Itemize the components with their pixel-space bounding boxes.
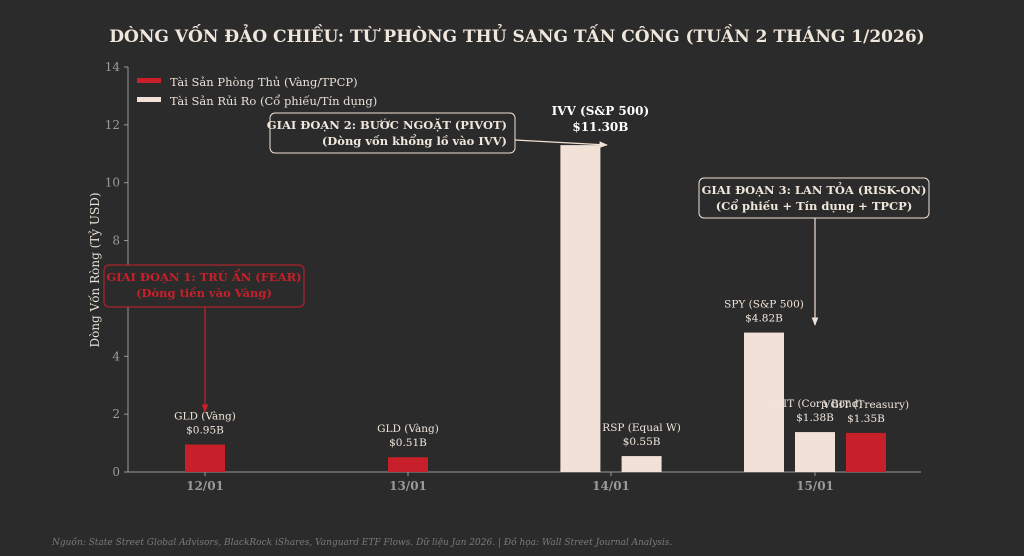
y-tick-label: 4 <box>112 349 120 363</box>
axes: 0 2 4 8 10 12 14 12/01 13/01 14/01 15/01 <box>105 60 921 493</box>
bar <box>795 432 835 472</box>
bar-value-label: $4.82B <box>745 313 783 325</box>
bar <box>744 332 784 472</box>
bar-value-label: $0.55B <box>623 436 661 448</box>
y-tick-label: 8 <box>112 234 120 248</box>
x-tick-label: 12/01 <box>186 479 224 493</box>
bar-value-label: $1.35B <box>847 413 885 425</box>
bar <box>185 444 225 472</box>
y-tick-label: 14 <box>105 60 121 74</box>
annotation-box-phase3 <box>698 177 930 219</box>
bar-name-label: SPY (S&P 500) <box>724 299 804 311</box>
annotation-title-phase3: GIAI ĐOẠN 3: LAN TỎA (RISK-ON) <box>702 182 927 197</box>
legend-swatch-defensive <box>137 78 161 83</box>
annotation-box-phase1 <box>103 264 305 308</box>
annotation-title-phase2: GIAI ĐOẠN 2: BƯỚC NGOẶT (PIVOT) <box>267 118 507 132</box>
annotation-subtitle-phase3: (Cổ phiếu + Tín dụng + TPCP) <box>716 199 913 213</box>
y-tick-label: 0 <box>112 465 120 479</box>
y-axis-label: Dòng Vốn Ròng (Tỷ USD) <box>87 192 102 347</box>
bar-value-label: $11.30B <box>572 120 628 134</box>
annotation-title-phase1: GIAI ĐOẠN 1: TRÚ ẨN (FEAR) <box>106 268 301 284</box>
x-tick-label: 15/01 <box>796 479 834 493</box>
y-tick-label: 10 <box>105 176 120 190</box>
source-note: Nguồn: State Street Global Advisors, Bla… <box>51 537 672 548</box>
bar-value-label: $1.38B <box>796 412 834 424</box>
bar-value-label: $0.95B <box>186 425 224 437</box>
bar <box>560 145 601 472</box>
annotations: GIAI ĐOẠN 1: TRÚ ẨN (FEAR) (Dòng tiền vào… <box>103 112 930 413</box>
bar <box>846 432 886 472</box>
y-tick-label: 2 <box>112 407 120 421</box>
legend: Tài Sản Phòng Thủ (Vàng/TPCP) Tài Sản Rủ… <box>137 75 377 108</box>
bars <box>185 145 886 472</box>
annotation-subtitle-phase1: (Dòng tiền vào Vàng) <box>136 286 272 300</box>
legend-label-defensive: Tài Sản Phòng Thủ (Vàng/TPCP) <box>170 75 358 89</box>
bar-name-label: RSP (Equal W) <box>602 422 681 434</box>
chart-title: DÒNG VỐN ĐẢO CHIỀU: TỪ PHÒNG THỦ SANG TẤ… <box>109 24 924 47</box>
x-tick-label: 13/01 <box>389 479 427 493</box>
bar-name-label: VCIT (Corp Bond) <box>766 398 862 410</box>
bar-value-label: $0.51B <box>389 437 427 449</box>
bar-labels: GLD (Vàng) $0.95B GLD (Vàng) $0.51B IVV (S&P… <box>174 104 909 449</box>
annotation-box-phase2 <box>269 112 516 154</box>
bar <box>388 457 428 472</box>
bar-name-label: VGIT (Treasury) <box>822 399 909 411</box>
legend-swatch-risk <box>137 97 161 102</box>
annotation-arrow-phase2 <box>514 139 608 148</box>
bar-name-label: GLD (Vàng) <box>174 411 236 423</box>
x-tick-label: 14/01 <box>592 479 630 493</box>
legend-label-risk: Tài Sản Rủi Ro (Cổ phiếu/Tín dụng) <box>170 94 377 108</box>
y-tick-label: 12 <box>105 118 120 132</box>
bar-name-label: GLD (Vàng) <box>377 423 439 435</box>
bar-name-label: IVV (S&P 500) <box>552 104 650 118</box>
annotation-subtitle-phase2: (Dòng vốn khổng lồ vào IVV) <box>322 134 507 148</box>
bar <box>621 456 662 472</box>
